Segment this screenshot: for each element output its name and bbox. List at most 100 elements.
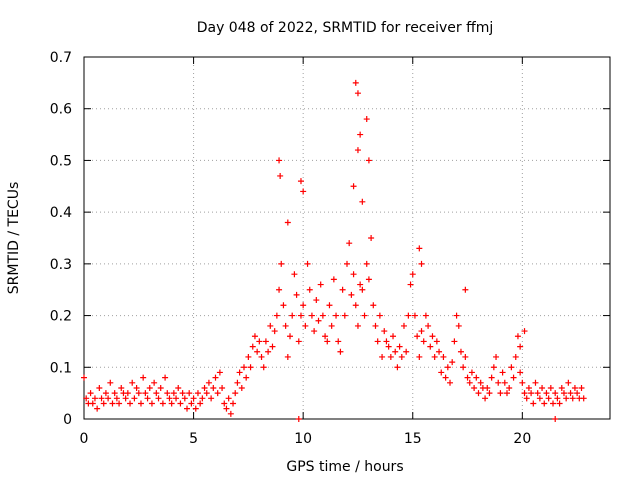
data-point [306, 286, 313, 293]
data-point [199, 395, 206, 402]
data-point [466, 379, 473, 386]
data-points [81, 79, 587, 422]
data-point [416, 353, 423, 360]
data-point [392, 348, 399, 355]
data-point [127, 400, 134, 407]
data-point [431, 353, 438, 360]
data-point [170, 390, 177, 397]
data-point [201, 384, 208, 391]
data-point [284, 219, 291, 226]
data-point [363, 116, 370, 123]
data-point [547, 384, 554, 391]
data-point [102, 390, 109, 397]
data-point [240, 364, 247, 371]
data-point [243, 374, 250, 381]
data-point [157, 384, 164, 391]
data-point [190, 395, 197, 402]
data-point [333, 312, 340, 319]
data-point [517, 343, 524, 350]
data-point [129, 379, 136, 386]
data-point [468, 369, 475, 376]
data-point [503, 390, 510, 397]
data-point [111, 390, 118, 397]
data-point [510, 374, 517, 381]
data-point [440, 353, 447, 360]
data-point [153, 390, 160, 397]
data-point [251, 333, 258, 340]
data-point [473, 374, 480, 381]
data-point [363, 260, 370, 267]
data-point [493, 353, 500, 360]
data-point [105, 395, 112, 402]
data-point [359, 286, 366, 293]
data-point [420, 338, 427, 345]
data-point [405, 312, 412, 319]
data-point [179, 390, 186, 397]
data-point [411, 312, 418, 319]
data-point [144, 395, 151, 402]
data-point [98, 395, 105, 402]
data-point [194, 390, 201, 397]
y-axis-label: SRMTID / TECUs [6, 182, 22, 295]
x-tick-label: 20 [513, 431, 531, 447]
data-point [390, 333, 397, 340]
data-point [234, 379, 241, 386]
data-point [177, 400, 184, 407]
data-point [302, 322, 309, 329]
y-tick-labels: 0 0.1 0.2 0.3 0.4 0.5 0.6 0.7 [50, 50, 72, 428]
data-point [536, 395, 543, 402]
data-point [245, 353, 252, 360]
data-point [210, 384, 217, 391]
data-point [238, 384, 245, 391]
data-point [273, 312, 280, 319]
data-point [89, 400, 96, 407]
data-point [295, 338, 302, 345]
data-point [236, 369, 243, 376]
data-point [91, 395, 98, 402]
data-point [344, 260, 350, 267]
data-point [269, 343, 276, 350]
data-point [352, 79, 359, 86]
data-point [488, 374, 495, 381]
data-point [254, 348, 261, 355]
data-point [400, 322, 407, 329]
data-point [276, 157, 283, 164]
data-point [403, 348, 410, 355]
data-point [300, 302, 307, 309]
data-point [398, 353, 405, 360]
data-point [409, 271, 416, 278]
data-point [433, 338, 440, 345]
data-point [394, 364, 401, 371]
data-point [376, 312, 383, 319]
data-point [122, 395, 129, 402]
data-point [328, 322, 335, 329]
data-point [383, 338, 390, 345]
data-point [146, 384, 153, 391]
data-point [418, 328, 425, 335]
data-point [230, 400, 237, 407]
data-point [501, 379, 508, 386]
x-tick-label: 10 [294, 431, 312, 447]
data-point [348, 291, 355, 298]
data-point [418, 260, 425, 267]
data-point [350, 271, 357, 278]
data-point [168, 400, 175, 407]
data-point [260, 364, 267, 371]
data-point [197, 400, 204, 407]
data-point [359, 198, 366, 205]
data-point [113, 395, 120, 402]
data-point [133, 384, 140, 391]
data-point [475, 390, 482, 397]
data-point [370, 302, 377, 309]
data-point [192, 405, 199, 412]
data-point [357, 131, 364, 138]
data-point [352, 302, 359, 309]
data-point [357, 281, 364, 288]
data-point [181, 395, 188, 402]
data-point [438, 369, 445, 376]
data-point [265, 348, 272, 355]
data-point [578, 384, 585, 391]
data-point [223, 405, 230, 412]
data-point [521, 328, 528, 335]
data-point [444, 364, 451, 371]
